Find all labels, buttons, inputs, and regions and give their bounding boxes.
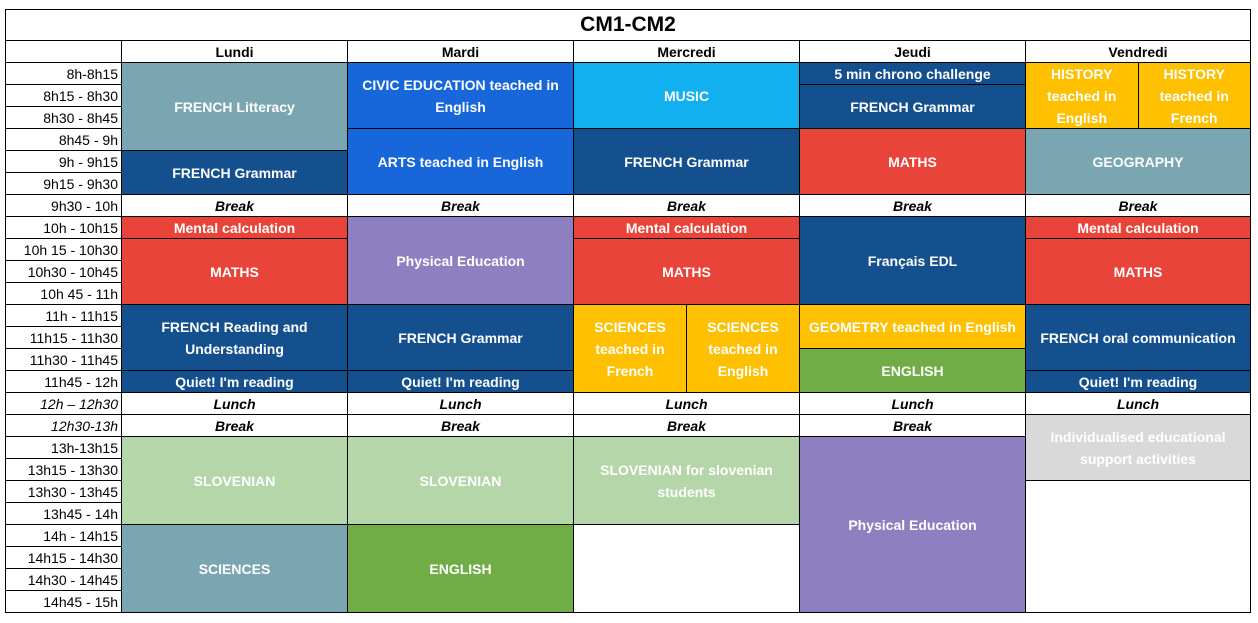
break-cell: Break xyxy=(122,415,348,437)
lesson-english: ENGLISH xyxy=(800,349,1026,393)
lesson-slovenian: SLOVENIAN xyxy=(122,437,348,525)
lesson-slovenian-students: SLOVENIAN for slovenian students xyxy=(574,437,800,525)
lesson-maths: MATHS xyxy=(574,239,800,305)
time-slot: 14h - 14h15 xyxy=(6,525,122,547)
lesson-sciences-french: SCIENCES teached in French xyxy=(574,305,687,392)
lunch-cell: Lunch xyxy=(800,393,1026,415)
lesson-geography: GEOGRAPHY xyxy=(1026,129,1251,195)
lesson-french-oral: FRENCH oral communication xyxy=(1026,305,1251,371)
lunch-cell: Lunch xyxy=(348,393,574,415)
lesson-maths: MATHS xyxy=(122,239,348,305)
break-cell: Break xyxy=(348,195,574,217)
lesson-sciences-english: SCIENCES teached in English xyxy=(687,305,799,392)
lesson-maths: MATHS xyxy=(1026,239,1251,305)
lunch-cell: Lunch xyxy=(574,393,800,415)
lesson-slovenian: SLOVENIAN xyxy=(348,437,574,525)
lesson-physical-education: Physical Education xyxy=(800,437,1026,613)
time-slot: 8h15 - 8h30 xyxy=(6,85,122,107)
break-cell: Break xyxy=(1026,195,1251,217)
lesson-quiet-reading: Quiet! I'm reading xyxy=(1026,371,1251,393)
time-slot: 11h - 11h15 xyxy=(6,305,122,327)
lesson-french-grammar: FRENCH Grammar xyxy=(122,151,348,195)
lesson-mental-calculation: Mental calculation xyxy=(122,217,348,239)
time-slot: 8h30 - 8h45 xyxy=(6,107,122,129)
lesson-francais-edl: Français EDL xyxy=(800,217,1026,305)
time-slot: 8h-8h15 xyxy=(6,63,122,85)
lesson-french-grammar: FRENCH Grammar xyxy=(348,305,574,371)
sciences-split-cell: SCIENCES teached in French SCIENCES teac… xyxy=(574,305,800,393)
lesson-physical-education: Physical Education xyxy=(348,217,574,305)
lesson-mental-calculation: Mental calculation xyxy=(1026,217,1251,239)
lesson-sciences: SCIENCES xyxy=(122,525,348,613)
time-slot: 10h 15 - 10h30 xyxy=(6,239,122,261)
timetable-title: CM1-CM2 xyxy=(6,10,1251,41)
break-cell: Break xyxy=(122,195,348,217)
time-slot: 9h30 - 10h xyxy=(6,195,122,217)
lesson-quiet-reading: Quiet! I'm reading xyxy=(122,371,348,393)
lesson-mental-calculation: Mental calculation xyxy=(574,217,800,239)
day-header-lundi: Lundi xyxy=(122,41,348,63)
break-cell: Break xyxy=(574,415,800,437)
break-cell: Break xyxy=(800,195,1026,217)
time-slot: 13h15 - 13h30 xyxy=(6,459,122,481)
lesson-individualised-support: Individualised educational support activ… xyxy=(1026,415,1251,481)
break-cell: Break xyxy=(800,415,1026,437)
time-slot: 13h45 - 14h xyxy=(6,503,122,525)
time-slot: 10h 45 - 11h xyxy=(6,283,122,305)
time-slot: 14h30 - 14h45 xyxy=(6,569,122,591)
day-header-jeudi: Jeudi xyxy=(800,41,1026,63)
lesson-quiet-reading: Quiet! I'm reading xyxy=(348,371,574,393)
time-slot: 14h45 - 15h xyxy=(6,591,122,613)
lunch-cell: Lunch xyxy=(122,393,348,415)
day-header-vendredi: Vendredi xyxy=(1026,41,1251,63)
lesson-english: ENGLISH xyxy=(348,525,574,613)
time-slot: 11h45 - 12h xyxy=(6,371,122,393)
time-slot: 10h30 - 10h45 xyxy=(6,261,122,283)
lesson-chrono-challenge: 5 min chrono challenge xyxy=(800,63,1026,85)
day-header-mardi: Mardi xyxy=(348,41,574,63)
time-slot: 10h - 10h15 xyxy=(6,217,122,239)
timetable-grid: CM1-CM2 Lundi Mardi Mercredi Jeudi Vendr… xyxy=(5,9,1251,613)
lesson-civic-education: CIVIC EDUCATION teached in English xyxy=(348,63,574,129)
corner-cell xyxy=(6,41,122,63)
day-header-mercredi: Mercredi xyxy=(574,41,800,63)
time-slot: 8h45 - 9h xyxy=(6,129,122,151)
lesson-geometry: GEOMETRY teached in English xyxy=(800,305,1026,349)
empty-cell xyxy=(1026,481,1251,613)
time-slot: 9h - 9h15 xyxy=(6,151,122,173)
lesson-history-french: HISTORY teached in French xyxy=(1138,63,1250,128)
lesson-maths: MATHS xyxy=(800,129,1026,195)
lesson-history-english: HISTORY teached in English xyxy=(1026,63,1139,128)
time-slot: 11h15 - 11h30 xyxy=(6,327,122,349)
lesson-arts: ARTS teached in English xyxy=(348,129,574,195)
time-slot: 13h30 - 13h45 xyxy=(6,481,122,503)
break-cell: Break xyxy=(574,195,800,217)
lunch-cell: Lunch xyxy=(1026,393,1251,415)
lesson-french-litteracy: FRENCH Litteracy xyxy=(122,63,348,151)
time-slot: 12h30-13h xyxy=(6,415,122,437)
lesson-french-grammar: FRENCH Grammar xyxy=(574,129,800,195)
time-slot: 12h – 12h30 xyxy=(6,393,122,415)
break-cell: Break xyxy=(348,415,574,437)
empty-cell xyxy=(574,525,800,613)
time-slot: 11h30 - 11h45 xyxy=(6,349,122,371)
time-slot: 9h15 - 9h30 xyxy=(6,173,122,195)
lesson-french-grammar: FRENCH Grammar xyxy=(800,85,1026,129)
lesson-french-reading: FRENCH Reading and Understanding xyxy=(122,305,348,371)
time-slot: 13h-13h15 xyxy=(6,437,122,459)
time-slot: 14h15 - 14h30 xyxy=(6,547,122,569)
history-split-cell: HISTORY teached in English HISTORY teach… xyxy=(1026,63,1251,129)
lesson-music: MUSIC xyxy=(574,63,800,129)
